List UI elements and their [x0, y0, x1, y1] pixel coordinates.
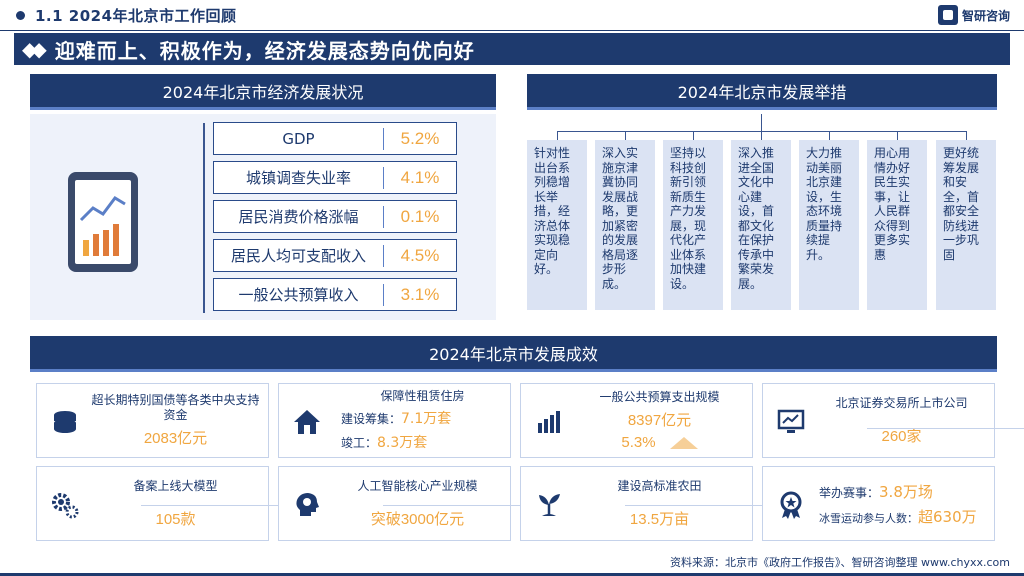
card-sub-line: 建设筹集：7.1万套: [341, 411, 452, 427]
card-title: 人工智能核心产业规模: [357, 478, 478, 493]
sprout-icon: [531, 487, 567, 523]
tablet-chart-icon: [68, 172, 138, 272]
card-value: 8397亿元: [627, 412, 692, 429]
bullet-icon: [16, 10, 25, 20]
up-arrow-icon: [669, 436, 698, 449]
stat-label: 居民消费价格涨幅: [238, 208, 359, 226]
card-title: 超长期特别国债等各类中央支持资金: [91, 393, 260, 422]
stats-bracket: [203, 123, 205, 313]
stat-row-unemployment: 城镇调查失业率 4.1%: [213, 161, 457, 194]
measure-item: 坚持以科技创新引领新质生产力发展，现代化产业体系加快建设。: [663, 140, 723, 310]
card-title: 保障性租赁住房: [380, 389, 465, 403]
card-growth: 5.3%: [621, 434, 656, 451]
card-value: 13.5万亩: [629, 510, 690, 528]
card-value: 突破3000亿元: [370, 510, 465, 528]
headline-text: 迎难而上、积极作为，经济发展态势向优向好: [54, 38, 475, 63]
stat-row-cpi: 居民消费价格涨幅 0.1%: [213, 200, 457, 233]
stat-label: GDP: [282, 129, 315, 148]
bar-chart-icon: [531, 404, 567, 440]
card-value: 260家: [881, 427, 922, 445]
gears-icon: [47, 487, 83, 523]
result-card-housing: 保障性租赁住房 建设筹集：7.1万套 竣工：8.3万套: [278, 383, 511, 458]
stat-label: 居民人均可支配收入: [230, 247, 366, 265]
medal-icon: [773, 487, 809, 523]
result-card-expenditure: 一般公共预算支出规模 8397亿元 5.3%: [520, 383, 753, 458]
measure-item: 用心用情办好民生实事，让人民群众得到更多实惠: [867, 140, 927, 310]
tree-connector: [761, 114, 762, 131]
card-title: 一般公共预算支出规模: [599, 390, 720, 404]
result-card-ai: 人工智能核心产业规模 突破3000亿元: [278, 466, 559, 541]
stat-row-gdp: GDP 5.2%: [213, 122, 457, 155]
card-title: 建设高标准农田: [617, 478, 702, 493]
monitor-chart-icon: [773, 404, 809, 440]
bottom-border: [0, 573, 1024, 576]
measure-item: 针对性出台系列稳增长举措，经济总体实现稳定向好。: [527, 140, 587, 310]
results-section-title: 2024年北京市发展成效: [30, 336, 997, 372]
card-title: 备案上线大模型: [133, 478, 218, 493]
stat-label: 城镇调查失业率: [245, 169, 351, 187]
stat-row-income: 居民人均可支配收入 4.5%: [213, 239, 457, 272]
measure-item: 深入推进全国文化中心建设，首都文化在保护传承中繁荣发展。: [731, 140, 791, 310]
stat-value: 4.1%: [400, 167, 440, 187]
headline-banner: ◆◆ 迎难而上、积极作为，经济发展态势向优向好: [14, 33, 1010, 65]
card-sub-line: 竣工：8.3万套: [341, 435, 428, 451]
result-card-funding: 超长期特别国债等各类中央支持资金 2083亿元: [36, 383, 269, 458]
page-header: 1.1 2024年北京市工作回顾: [0, 0, 1024, 30]
stat-row-budget: 一般公共预算收入 3.1%: [213, 278, 457, 311]
economy-section-title: 2024年北京市经济发展状况: [30, 74, 496, 110]
measure-item: 深入实施京津冀协同发展战略，更加紧密的发展格局逐步形成。: [595, 140, 655, 310]
coins-icon: [47, 404, 83, 440]
measures-section-title: 2024年北京市发展举措: [527, 74, 997, 110]
tree-connector: [557, 131, 967, 132]
result-card-models: 备案上线大模型 105款: [36, 466, 317, 541]
stat-value: 0.1%: [400, 206, 440, 226]
logo-icon: [937, 5, 958, 25]
stat-value: 4.5%: [400, 245, 440, 265]
card-title: 北京证券交易所上市公司: [835, 395, 968, 410]
double-diamond-icon: ◆◆: [22, 37, 47, 61]
card-value: 105款: [155, 510, 196, 528]
measure-item: 大力推动美丽北京建设，生态环境质量持续提升。: [799, 140, 859, 310]
card-sub-line: 举办赛事：3.8万场: [819, 482, 933, 501]
page-title: 1.1 2024年北京市工作回顾: [35, 6, 237, 25]
ai-head-icon: [289, 487, 325, 523]
card-sub-line: 冰雪运动参与人数：超630万: [819, 507, 977, 526]
result-card-farmland: 建设高标准农田 13.5万亩: [520, 466, 801, 541]
measure-item: 更好统筹发展和安全，首都安全防线进一步巩固: [936, 140, 996, 310]
logo-text: 智研咨询: [961, 8, 1010, 23]
header-divider: [0, 30, 1024, 31]
card-value: 2083亿元: [143, 430, 208, 447]
stat-value: 3.1%: [400, 284, 440, 304]
brand-logo: 智研咨询: [937, 5, 1010, 25]
source-footer: 资料来源：北京市《政府工作报告》、智研咨询整理 www.chyxx.com: [669, 556, 1010, 569]
stat-value: 5.2%: [400, 128, 440, 148]
house-icon: [289, 404, 325, 440]
stat-label: 一般公共预算收入: [238, 286, 359, 304]
result-card-listed: 北京证券交易所上市公司 260家: [762, 383, 1024, 458]
result-card-sports: 举办赛事：3.8万场 冰雪运动参与人数：超630万: [762, 466, 995, 541]
